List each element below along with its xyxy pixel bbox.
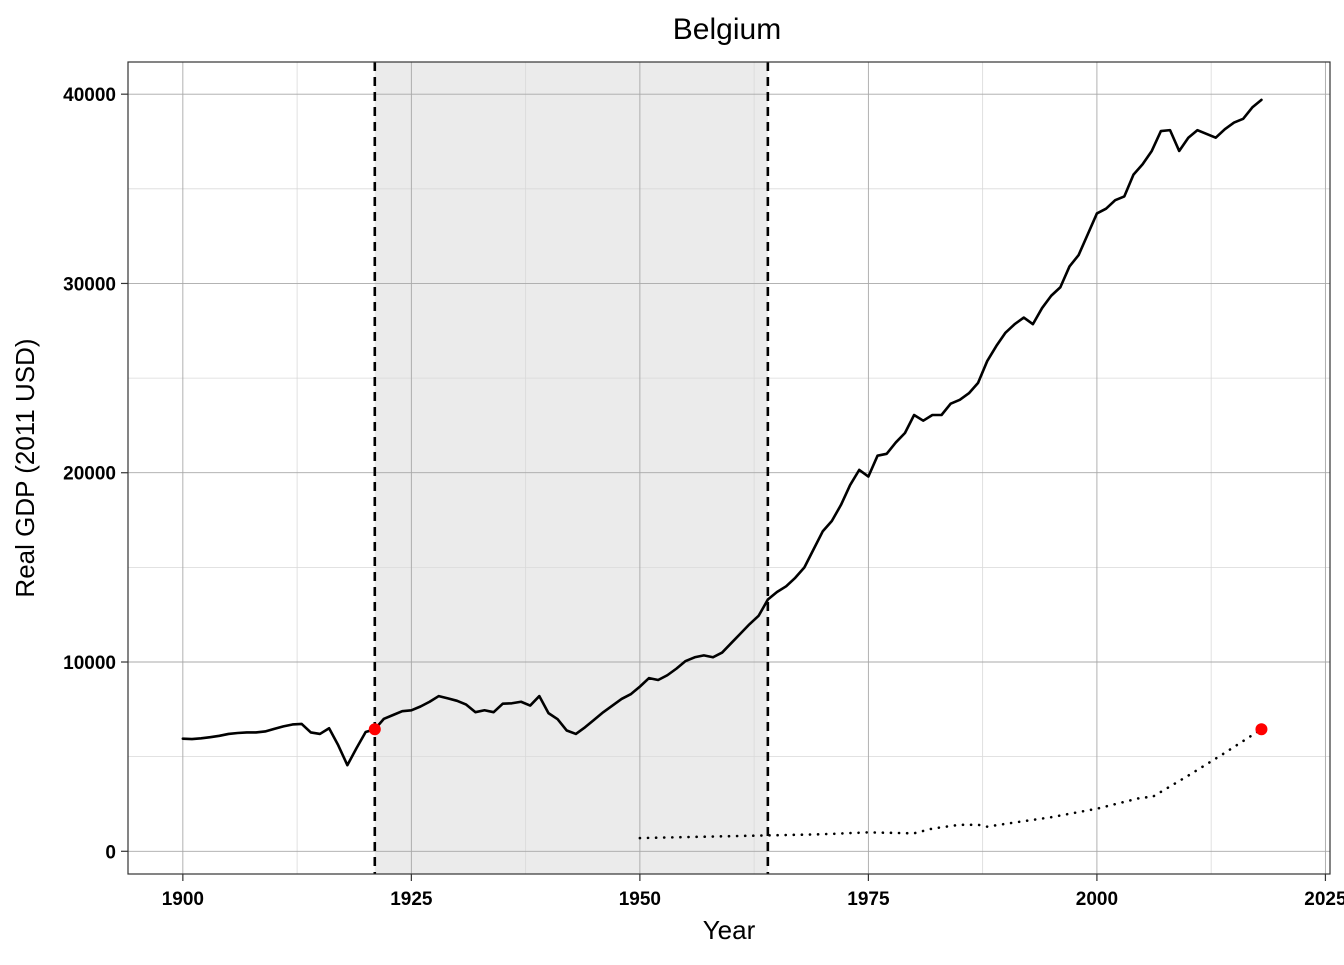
grid-layer (128, 62, 1330, 874)
x-tick-label: 1950 (619, 889, 661, 910)
x-tick-label: 1975 (847, 889, 890, 910)
shaded-region (374, 62, 768, 874)
plot-panel-border (127, 61, 1331, 875)
y-tick-label: 10000 (63, 653, 116, 674)
x-tick-label: 2025 (1304, 889, 1344, 910)
y-tick-label: 30000 (63, 274, 116, 295)
series-line-solid (181, 98, 1263, 767)
y-tick-label: 40000 (63, 85, 116, 106)
y-tick-label: 20000 (63, 464, 116, 485)
x-tick-label: 1900 (162, 889, 204, 910)
x-axis-title: Year (703, 915, 756, 945)
y-axis-title: Real GDP (2011 USD) (10, 338, 40, 597)
shaded-region-layer (374, 62, 768, 874)
tick-layer: 1900 1925 1950 1975 2000 2025 0 10000 20000 30000… (63, 85, 1344, 910)
highlight-point (368, 723, 381, 736)
x-tick-label: 1925 (390, 889, 433, 910)
chart-title: Belgium (673, 13, 781, 46)
vertical-line-layer (373, 62, 770, 874)
series-line-dotted (638, 727, 1263, 840)
highlight-point-layer (368, 723, 1268, 736)
highlight-point (1255, 723, 1268, 736)
series-layer (181, 98, 1263, 840)
y-tick-label: 0 (105, 842, 116, 863)
x-tick-label: 2000 (1076, 889, 1118, 910)
